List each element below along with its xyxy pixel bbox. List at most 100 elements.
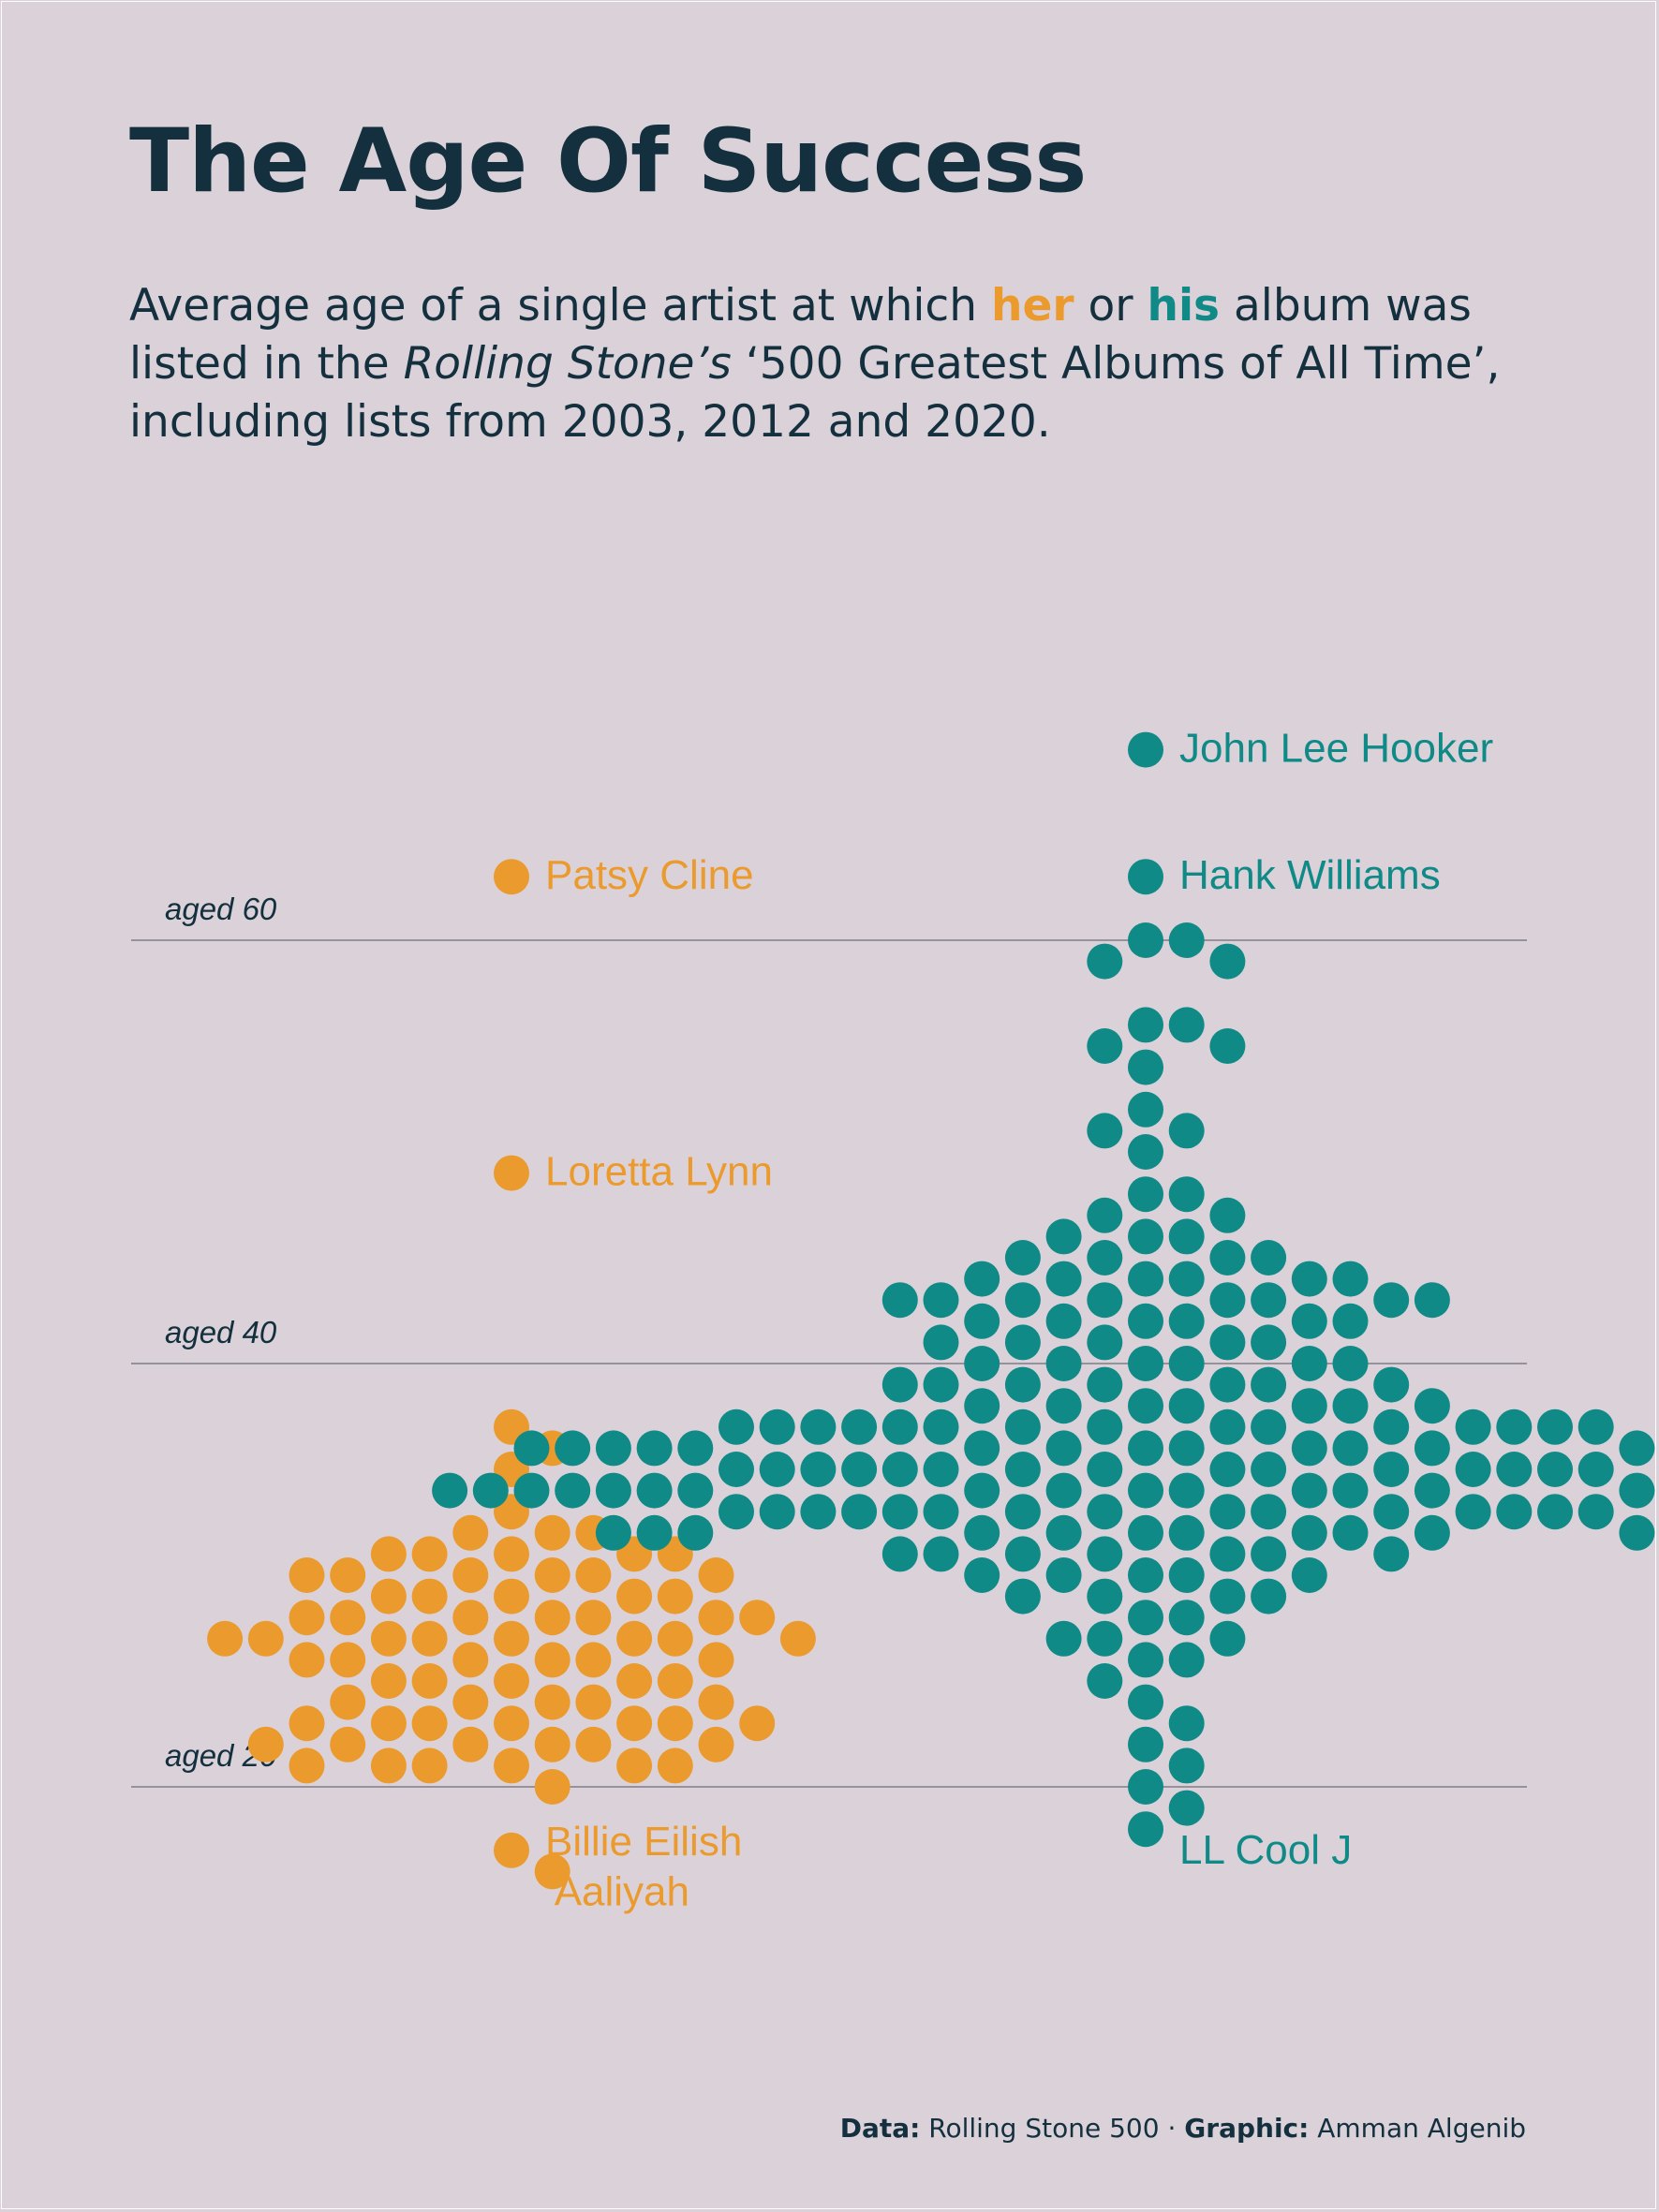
male-point-85: [718, 1408, 754, 1445]
male-point-182: [1128, 1600, 1163, 1636]
male-point-38: [1373, 1282, 1410, 1319]
female-point-46: [289, 1642, 325, 1678]
male-point-13: [1168, 1113, 1205, 1149]
grid-label-40: aged 40: [165, 1315, 277, 1349]
male-point-180: [1251, 1578, 1287, 1615]
male-point-36: [1004, 1282, 1041, 1319]
male-point-23: [1087, 1240, 1123, 1276]
female-point-36: [370, 1620, 407, 1657]
female-point-29: [330, 1600, 366, 1636]
male-point-104: [1209, 1452, 1246, 1487]
female-point-7: [534, 1514, 570, 1551]
male-point-132: [555, 1472, 591, 1509]
female-point-8: [452, 1514, 489, 1551]
male-point-98: [595, 1430, 631, 1467]
female-point-76: [534, 1769, 570, 1805]
male-point-155: [1168, 1514, 1205, 1551]
male-point-191: [1168, 1705, 1205, 1742]
male-point-154: [1128, 1514, 1163, 1551]
male-point-61: [1004, 1366, 1041, 1403]
female-point-43: [575, 1642, 612, 1678]
male-point-40: [1414, 1282, 1450, 1319]
male-point-151: [718, 1494, 754, 1530]
female-label-patsy-cline: Patsy Cline: [545, 852, 754, 898]
male-point-5: [1087, 943, 1123, 980]
male-point-19: [1209, 1197, 1246, 1233]
male-point-174: [1168, 1557, 1205, 1593]
female-point-19: [698, 1557, 734, 1593]
male-point-4: [1168, 922, 1205, 958]
female-point-56: [698, 1684, 734, 1720]
female-point-21: [494, 1578, 529, 1615]
male-point-94: [677, 1430, 714, 1467]
male-point-152: [1578, 1494, 1614, 1530]
male-point-109: [881, 1452, 918, 1487]
male-point-12: [1128, 1091, 1163, 1128]
footer-data-source: Rolling Stone 500: [928, 2113, 1160, 2144]
male-point-9: [1087, 1028, 1123, 1064]
male-point-62: [923, 1366, 959, 1403]
male-point-6: [1209, 943, 1246, 980]
male-point-123: [964, 1472, 1000, 1509]
male-point-56: [964, 1346, 1000, 1381]
male-point-112: [800, 1452, 837, 1487]
female-point-32: [739, 1600, 776, 1636]
male-point-146: [1455, 1494, 1491, 1530]
male-point-161: [677, 1514, 714, 1551]
male-point-58: [1087, 1366, 1123, 1403]
male-point-179: [1209, 1578, 1246, 1615]
male-point-52: [1128, 1346, 1163, 1381]
female-point-27: [452, 1600, 489, 1636]
male-point-48: [1209, 1324, 1246, 1361]
male-point-20: [1128, 1218, 1163, 1255]
male-point-135: [472, 1472, 509, 1509]
male-point-76: [923, 1408, 959, 1445]
female-point-49: [616, 1663, 653, 1699]
male-point-189: [1087, 1663, 1123, 1699]
female-point-47: [494, 1663, 529, 1699]
male-point-171: [1373, 1536, 1410, 1572]
male-point-26: [1004, 1240, 1041, 1276]
male-point-51: [923, 1324, 959, 1361]
male-point-57: [1332, 1346, 1369, 1381]
male-point-34: [1209, 1282, 1246, 1319]
male-point-32: [1332, 1261, 1369, 1297]
female-point-31: [289, 1600, 325, 1636]
female-point-38: [247, 1620, 284, 1657]
male-point-69: [964, 1388, 1000, 1424]
male-point-100: [555, 1430, 591, 1467]
footer-separator: ·: [1167, 2113, 1177, 2144]
male-point-177: [964, 1557, 1000, 1593]
male-point-29: [1045, 1261, 1082, 1297]
female-point-1: [494, 859, 529, 895]
male-point-111: [1455, 1452, 1491, 1487]
female-point-2: [494, 1155, 529, 1191]
male-point-63: [1373, 1366, 1410, 1403]
female-point-44: [330, 1642, 366, 1678]
male-point-25: [1251, 1240, 1287, 1276]
male-point-41: [1128, 1303, 1163, 1339]
male-point-87: [1128, 1430, 1163, 1467]
subtitle-his-keyword: his: [1147, 280, 1221, 332]
female-point-16: [452, 1557, 489, 1593]
male-point-139: [1209, 1494, 1246, 1530]
male-point-33: [1087, 1282, 1123, 1319]
male-point-54: [1045, 1346, 1082, 1381]
female-point-37: [657, 1620, 693, 1657]
female-point-54: [575, 1684, 612, 1720]
female-point-26: [534, 1600, 570, 1636]
female-point-66: [575, 1726, 612, 1762]
subtitle-text-3: album was listed in the: [129, 280, 1472, 390]
male-point-122: [1291, 1472, 1327, 1509]
male-point-70: [1332, 1388, 1369, 1424]
male-point-114: [759, 1452, 795, 1487]
female-point-70: [494, 1747, 529, 1784]
subtitle-text-4: ‘500 Greatest Albums of All Time’, inclu…: [129, 338, 1501, 448]
female-point-39: [779, 1620, 816, 1657]
female-point-28: [575, 1600, 612, 1636]
female-point-15: [534, 1557, 570, 1593]
male-point-1: [1128, 731, 1163, 768]
male-point-166: [1087, 1536, 1123, 1572]
male-point-74: [1251, 1408, 1287, 1445]
